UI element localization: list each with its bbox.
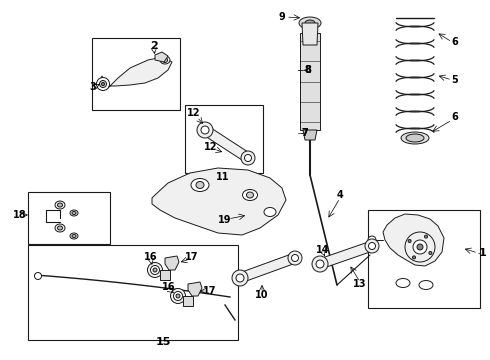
Polygon shape	[188, 282, 202, 296]
Ellipse shape	[55, 224, 65, 232]
Ellipse shape	[312, 256, 328, 272]
Ellipse shape	[197, 122, 213, 138]
Ellipse shape	[160, 56, 170, 64]
Ellipse shape	[417, 244, 423, 250]
Text: 17: 17	[203, 286, 217, 296]
Ellipse shape	[201, 126, 209, 134]
Ellipse shape	[408, 239, 411, 243]
Polygon shape	[152, 168, 286, 235]
Polygon shape	[165, 256, 179, 270]
Text: 8: 8	[305, 65, 312, 75]
Text: 12: 12	[187, 108, 201, 118]
Ellipse shape	[305, 20, 315, 26]
Polygon shape	[202, 126, 251, 162]
Text: 16: 16	[162, 282, 176, 292]
Bar	[300, 33, 320, 130]
Polygon shape	[318, 241, 374, 269]
Text: 7: 7	[302, 128, 308, 138]
Bar	[368, 210, 480, 308]
Text: 14: 14	[316, 245, 330, 255]
Text: 1: 1	[479, 248, 487, 258]
Polygon shape	[100, 57, 172, 88]
Polygon shape	[155, 52, 168, 62]
Ellipse shape	[196, 181, 204, 189]
Text: 4: 4	[337, 190, 343, 200]
Ellipse shape	[413, 240, 427, 254]
Ellipse shape	[368, 236, 376, 244]
Ellipse shape	[316, 260, 324, 268]
Ellipse shape	[368, 243, 375, 249]
Ellipse shape	[419, 280, 433, 289]
Text: 3: 3	[90, 82, 97, 92]
Ellipse shape	[243, 189, 258, 201]
Ellipse shape	[429, 252, 432, 255]
Ellipse shape	[413, 256, 416, 259]
Text: 15: 15	[155, 337, 171, 347]
Text: 10: 10	[255, 290, 269, 300]
Polygon shape	[302, 23, 318, 45]
Text: 8: 8	[305, 65, 312, 75]
Text: 13: 13	[353, 279, 367, 289]
Ellipse shape	[150, 266, 160, 274]
Polygon shape	[183, 296, 193, 306]
Ellipse shape	[34, 273, 42, 279]
Bar	[92, 38, 180, 110]
Ellipse shape	[153, 268, 157, 272]
Ellipse shape	[70, 233, 78, 239]
Ellipse shape	[70, 210, 78, 216]
Ellipse shape	[405, 232, 435, 262]
Text: 5: 5	[452, 75, 458, 85]
Ellipse shape	[99, 81, 106, 87]
Ellipse shape	[101, 82, 104, 85]
Text: 11: 11	[216, 172, 230, 182]
Text: 6: 6	[452, 37, 458, 47]
Text: 19: 19	[218, 215, 232, 225]
Polygon shape	[160, 270, 170, 280]
Polygon shape	[238, 253, 297, 283]
Text: 12: 12	[204, 142, 218, 152]
Ellipse shape	[55, 201, 65, 209]
Ellipse shape	[72, 234, 76, 238]
Ellipse shape	[57, 203, 63, 207]
Text: 9: 9	[279, 12, 285, 22]
Bar	[28, 245, 238, 340]
Ellipse shape	[232, 270, 248, 286]
Text: 17: 17	[185, 252, 199, 262]
Ellipse shape	[236, 274, 244, 282]
Ellipse shape	[246, 192, 253, 198]
Ellipse shape	[424, 235, 427, 238]
Polygon shape	[383, 214, 444, 266]
Text: 18: 18	[13, 210, 27, 220]
Ellipse shape	[365, 239, 379, 253]
Ellipse shape	[72, 211, 76, 215]
Ellipse shape	[292, 255, 298, 261]
Ellipse shape	[57, 226, 63, 230]
Bar	[28, 192, 110, 244]
Ellipse shape	[401, 132, 429, 144]
Text: 7: 7	[302, 128, 308, 138]
Ellipse shape	[176, 294, 180, 298]
Ellipse shape	[396, 279, 410, 288]
Text: 6: 6	[452, 112, 458, 122]
Bar	[185, 105, 263, 173]
Ellipse shape	[163, 58, 168, 63]
Polygon shape	[303, 130, 317, 140]
Text: 16: 16	[144, 252, 158, 262]
Ellipse shape	[173, 292, 182, 301]
Ellipse shape	[97, 77, 109, 90]
Ellipse shape	[299, 17, 321, 29]
Ellipse shape	[406, 134, 424, 142]
Ellipse shape	[171, 288, 186, 303]
Ellipse shape	[241, 151, 255, 165]
Ellipse shape	[264, 207, 276, 216]
Text: 2: 2	[150, 41, 158, 51]
Ellipse shape	[147, 262, 163, 278]
Ellipse shape	[191, 179, 209, 192]
Ellipse shape	[245, 154, 251, 162]
Ellipse shape	[288, 251, 302, 265]
